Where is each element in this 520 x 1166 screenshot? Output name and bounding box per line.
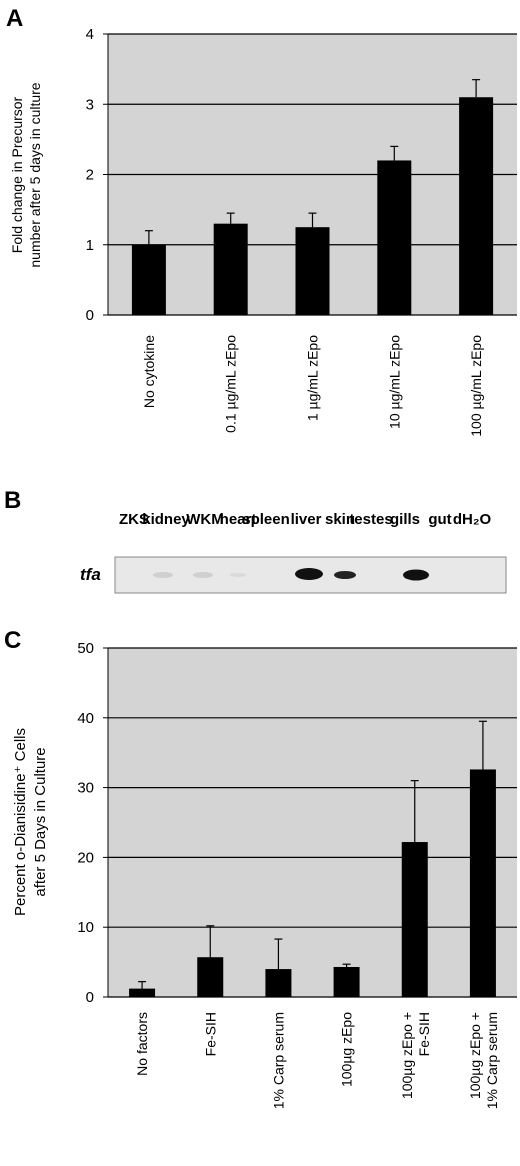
band: [153, 572, 173, 578]
bar: [459, 97, 494, 315]
x-tick-label: 100µg zEpo: [339, 1012, 355, 1087]
y-axis-label: Fold change in Precursor: [9, 96, 25, 253]
band: [334, 571, 356, 579]
bar: [197, 957, 224, 997]
lane-label: ZKS: [119, 511, 149, 528]
x-tick-label: 1 µg/mL zEpo: [305, 335, 321, 421]
lane-label: spleen: [242, 511, 290, 528]
bar: [213, 223, 248, 315]
y-tick-label: 2: [86, 167, 94, 184]
x-tick-label: 0.1 µg/mL zEpo: [223, 335, 239, 433]
bar: [295, 227, 330, 315]
lane-label: heart: [220, 511, 257, 528]
bar: [265, 969, 292, 997]
y-tick-label: 30: [77, 780, 94, 797]
y-tick-label: 0: [86, 989, 94, 1006]
y-tick-label: 3: [86, 96, 94, 113]
bar: [401, 842, 428, 997]
x-tick-label: 10 µg/mL zEpo: [386, 335, 402, 429]
lane-label: kidney: [142, 511, 190, 528]
row-label: tfa: [80, 565, 101, 584]
bar: [377, 160, 412, 315]
panel-label: B: [4, 487, 21, 514]
panel-label: C: [4, 627, 21, 654]
lane-label: gut: [428, 511, 451, 528]
y-axis-label: after 5 Days in Culture: [32, 747, 49, 896]
lane-label: dH₂O: [453, 511, 492, 528]
y-tick-label: 50: [77, 640, 94, 657]
y-tick-label: 0: [86, 307, 94, 324]
panel-label: A: [6, 5, 23, 32]
band: [403, 569, 429, 581]
x-tick-label: 1% Carp serum: [270, 1012, 286, 1109]
x-tick-label: 100µg zEpo +Fe-SIH: [399, 1012, 432, 1099]
x-tick-label: 100 µg/mL zEpo: [468, 335, 484, 437]
bar: [333, 966, 360, 997]
y-tick-label: 1: [86, 237, 94, 254]
bar: [129, 988, 156, 997]
lane-label: gills: [390, 511, 420, 528]
band: [295, 568, 323, 580]
bar: [469, 769, 496, 997]
y-axis-label: number after 5 days in culture: [27, 82, 43, 267]
x-tick-label: Fe-SIH: [202, 1012, 218, 1056]
y-tick-label: 40: [77, 710, 94, 727]
x-tick-label: No factors: [134, 1012, 150, 1076]
x-tick-label: No cytokine: [141, 335, 157, 408]
lane-label: skin: [325, 511, 355, 528]
lane-label: testes: [349, 511, 392, 528]
plot-area: [108, 648, 517, 997]
x-tick-label: 100µg zEpo +1% Carp serum: [467, 1012, 500, 1109]
y-tick-label: 20: [77, 849, 94, 866]
bar: [131, 244, 166, 315]
band: [230, 573, 246, 577]
y-tick-label: 4: [86, 26, 94, 43]
band: [193, 572, 213, 578]
y-axis-label: Percent o-Dianisidine⁺ Cells: [12, 728, 29, 916]
lane-label: liver: [291, 511, 322, 528]
y-tick-label: 10: [77, 919, 94, 936]
lane-label: WKM: [186, 511, 224, 528]
